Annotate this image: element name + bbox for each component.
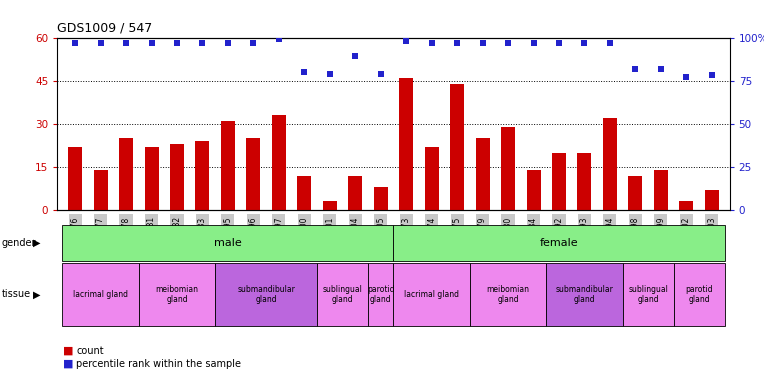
Bar xyxy=(68,147,83,210)
Text: GDS1009 / 547: GDS1009 / 547 xyxy=(57,22,153,35)
Bar xyxy=(450,84,465,210)
Text: ▶: ▶ xyxy=(33,238,40,248)
Bar xyxy=(623,262,674,326)
Point xyxy=(196,40,209,46)
Point xyxy=(655,66,667,72)
Point xyxy=(502,40,514,46)
Bar xyxy=(215,262,317,326)
Text: percentile rank within the sample: percentile rank within the sample xyxy=(76,359,241,369)
Point xyxy=(120,40,132,46)
Point xyxy=(604,40,616,46)
Bar xyxy=(221,121,235,210)
Bar xyxy=(368,262,393,326)
Bar xyxy=(144,147,159,210)
Bar xyxy=(272,115,286,210)
Bar xyxy=(705,190,719,210)
Bar xyxy=(629,176,643,210)
Point xyxy=(553,40,565,46)
Point xyxy=(680,74,692,80)
Bar xyxy=(654,170,668,210)
Bar xyxy=(400,78,413,210)
Point xyxy=(95,40,107,46)
Bar xyxy=(119,138,133,210)
Text: male: male xyxy=(214,238,241,248)
Text: sublingual
gland: sublingual gland xyxy=(628,285,668,304)
Bar xyxy=(425,147,439,210)
Bar xyxy=(297,176,312,210)
Point xyxy=(630,66,642,72)
Bar xyxy=(317,262,368,326)
Text: lacrimal gland: lacrimal gland xyxy=(404,290,459,299)
Bar xyxy=(170,144,184,210)
Bar xyxy=(603,118,617,210)
Text: ▶: ▶ xyxy=(33,290,40,299)
Bar xyxy=(374,187,388,210)
Text: lacrimal gland: lacrimal gland xyxy=(73,290,128,299)
Bar xyxy=(196,141,209,210)
Text: parotid
gland: parotid gland xyxy=(367,285,394,304)
Bar xyxy=(94,170,108,210)
Bar xyxy=(546,262,623,326)
Text: female: female xyxy=(539,238,578,248)
Text: submandibular
gland: submandibular gland xyxy=(555,285,613,304)
Text: parotid
gland: parotid gland xyxy=(685,285,713,304)
Bar xyxy=(323,201,337,210)
Text: ■: ■ xyxy=(63,359,73,369)
Point xyxy=(248,40,260,46)
Point xyxy=(527,40,539,46)
Point xyxy=(426,40,438,46)
Text: meibomian
gland: meibomian gland xyxy=(156,285,199,304)
Point xyxy=(222,40,234,46)
Bar xyxy=(578,153,591,210)
Text: sublingual
gland: sublingual gland xyxy=(322,285,362,304)
Bar xyxy=(475,138,490,210)
Bar xyxy=(348,176,362,210)
Text: meibomian
gland: meibomian gland xyxy=(487,285,529,304)
Bar xyxy=(501,127,515,210)
Text: tissue: tissue xyxy=(2,290,31,299)
Text: gender: gender xyxy=(2,238,36,248)
Bar xyxy=(393,262,470,326)
Bar xyxy=(674,262,724,326)
Point xyxy=(273,36,285,42)
Text: count: count xyxy=(76,346,104,355)
Point xyxy=(349,54,361,60)
Bar xyxy=(470,262,546,326)
Point xyxy=(374,71,387,77)
Text: submandibular
gland: submandibular gland xyxy=(237,285,295,304)
Text: ■: ■ xyxy=(63,346,73,355)
Point xyxy=(145,40,157,46)
Point xyxy=(171,40,183,46)
Point xyxy=(451,40,463,46)
Bar xyxy=(63,225,393,261)
Point xyxy=(324,71,336,77)
Bar xyxy=(247,138,261,210)
Bar xyxy=(552,153,566,210)
Point xyxy=(400,38,413,44)
Point xyxy=(69,40,81,46)
Bar xyxy=(139,262,215,326)
Bar xyxy=(526,170,541,210)
Bar xyxy=(393,225,724,261)
Point xyxy=(477,40,489,46)
Bar xyxy=(679,201,694,210)
Point xyxy=(298,69,310,75)
Point xyxy=(706,72,718,78)
Bar xyxy=(63,262,139,326)
Point xyxy=(578,40,591,46)
